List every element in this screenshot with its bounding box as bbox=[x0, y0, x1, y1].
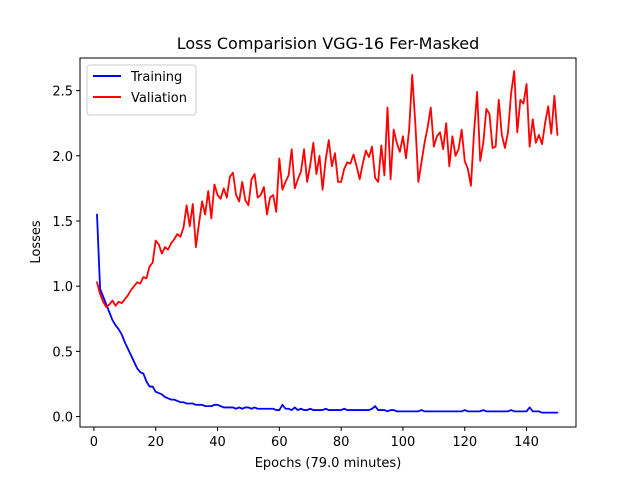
legend: Training Valiation bbox=[86, 64, 197, 116]
x-tick-label: 100 bbox=[391, 435, 416, 450]
x-axis: 0 20 40 60 80 100 120 140 bbox=[90, 427, 539, 450]
plot-frame bbox=[79, 57, 577, 428]
y-tick-label: 1.0 bbox=[52, 280, 73, 295]
y-axis-title: Losses bbox=[29, 220, 44, 264]
x-tick-label: 60 bbox=[271, 435, 288, 450]
x-tick-label: 120 bbox=[452, 435, 477, 450]
y-tick-label: 0.0 bbox=[52, 411, 73, 426]
x-tick-label: 40 bbox=[209, 435, 226, 450]
legend-label-validation: Valiation bbox=[131, 91, 187, 106]
x-tick-label: 0 bbox=[90, 435, 98, 450]
legend-box bbox=[86, 64, 197, 116]
series-line-valiation bbox=[96, 70, 559, 308]
series-line-training bbox=[96, 213, 559, 414]
x-axis-title: Epochs (79.0 minutes) bbox=[255, 456, 402, 471]
x-tick-label: 140 bbox=[514, 435, 539, 450]
y-axis: 0.0 0.5 1.0 1.5 2.0 2.5 bbox=[52, 85, 80, 426]
chart-title: Loss Comparision VGG-16 Fer-Masked bbox=[177, 34, 480, 53]
y-tick-label: 1.5 bbox=[52, 215, 73, 230]
plot-area bbox=[96, 70, 559, 414]
x-tick-label: 20 bbox=[147, 435, 164, 450]
y-tick-label: 0.5 bbox=[52, 345, 73, 360]
legend-label-training: Training bbox=[130, 70, 182, 85]
y-tick-label: 2.0 bbox=[52, 150, 73, 165]
y-tick-label: 2.5 bbox=[52, 85, 73, 100]
x-tick-label: 80 bbox=[333, 435, 350, 450]
